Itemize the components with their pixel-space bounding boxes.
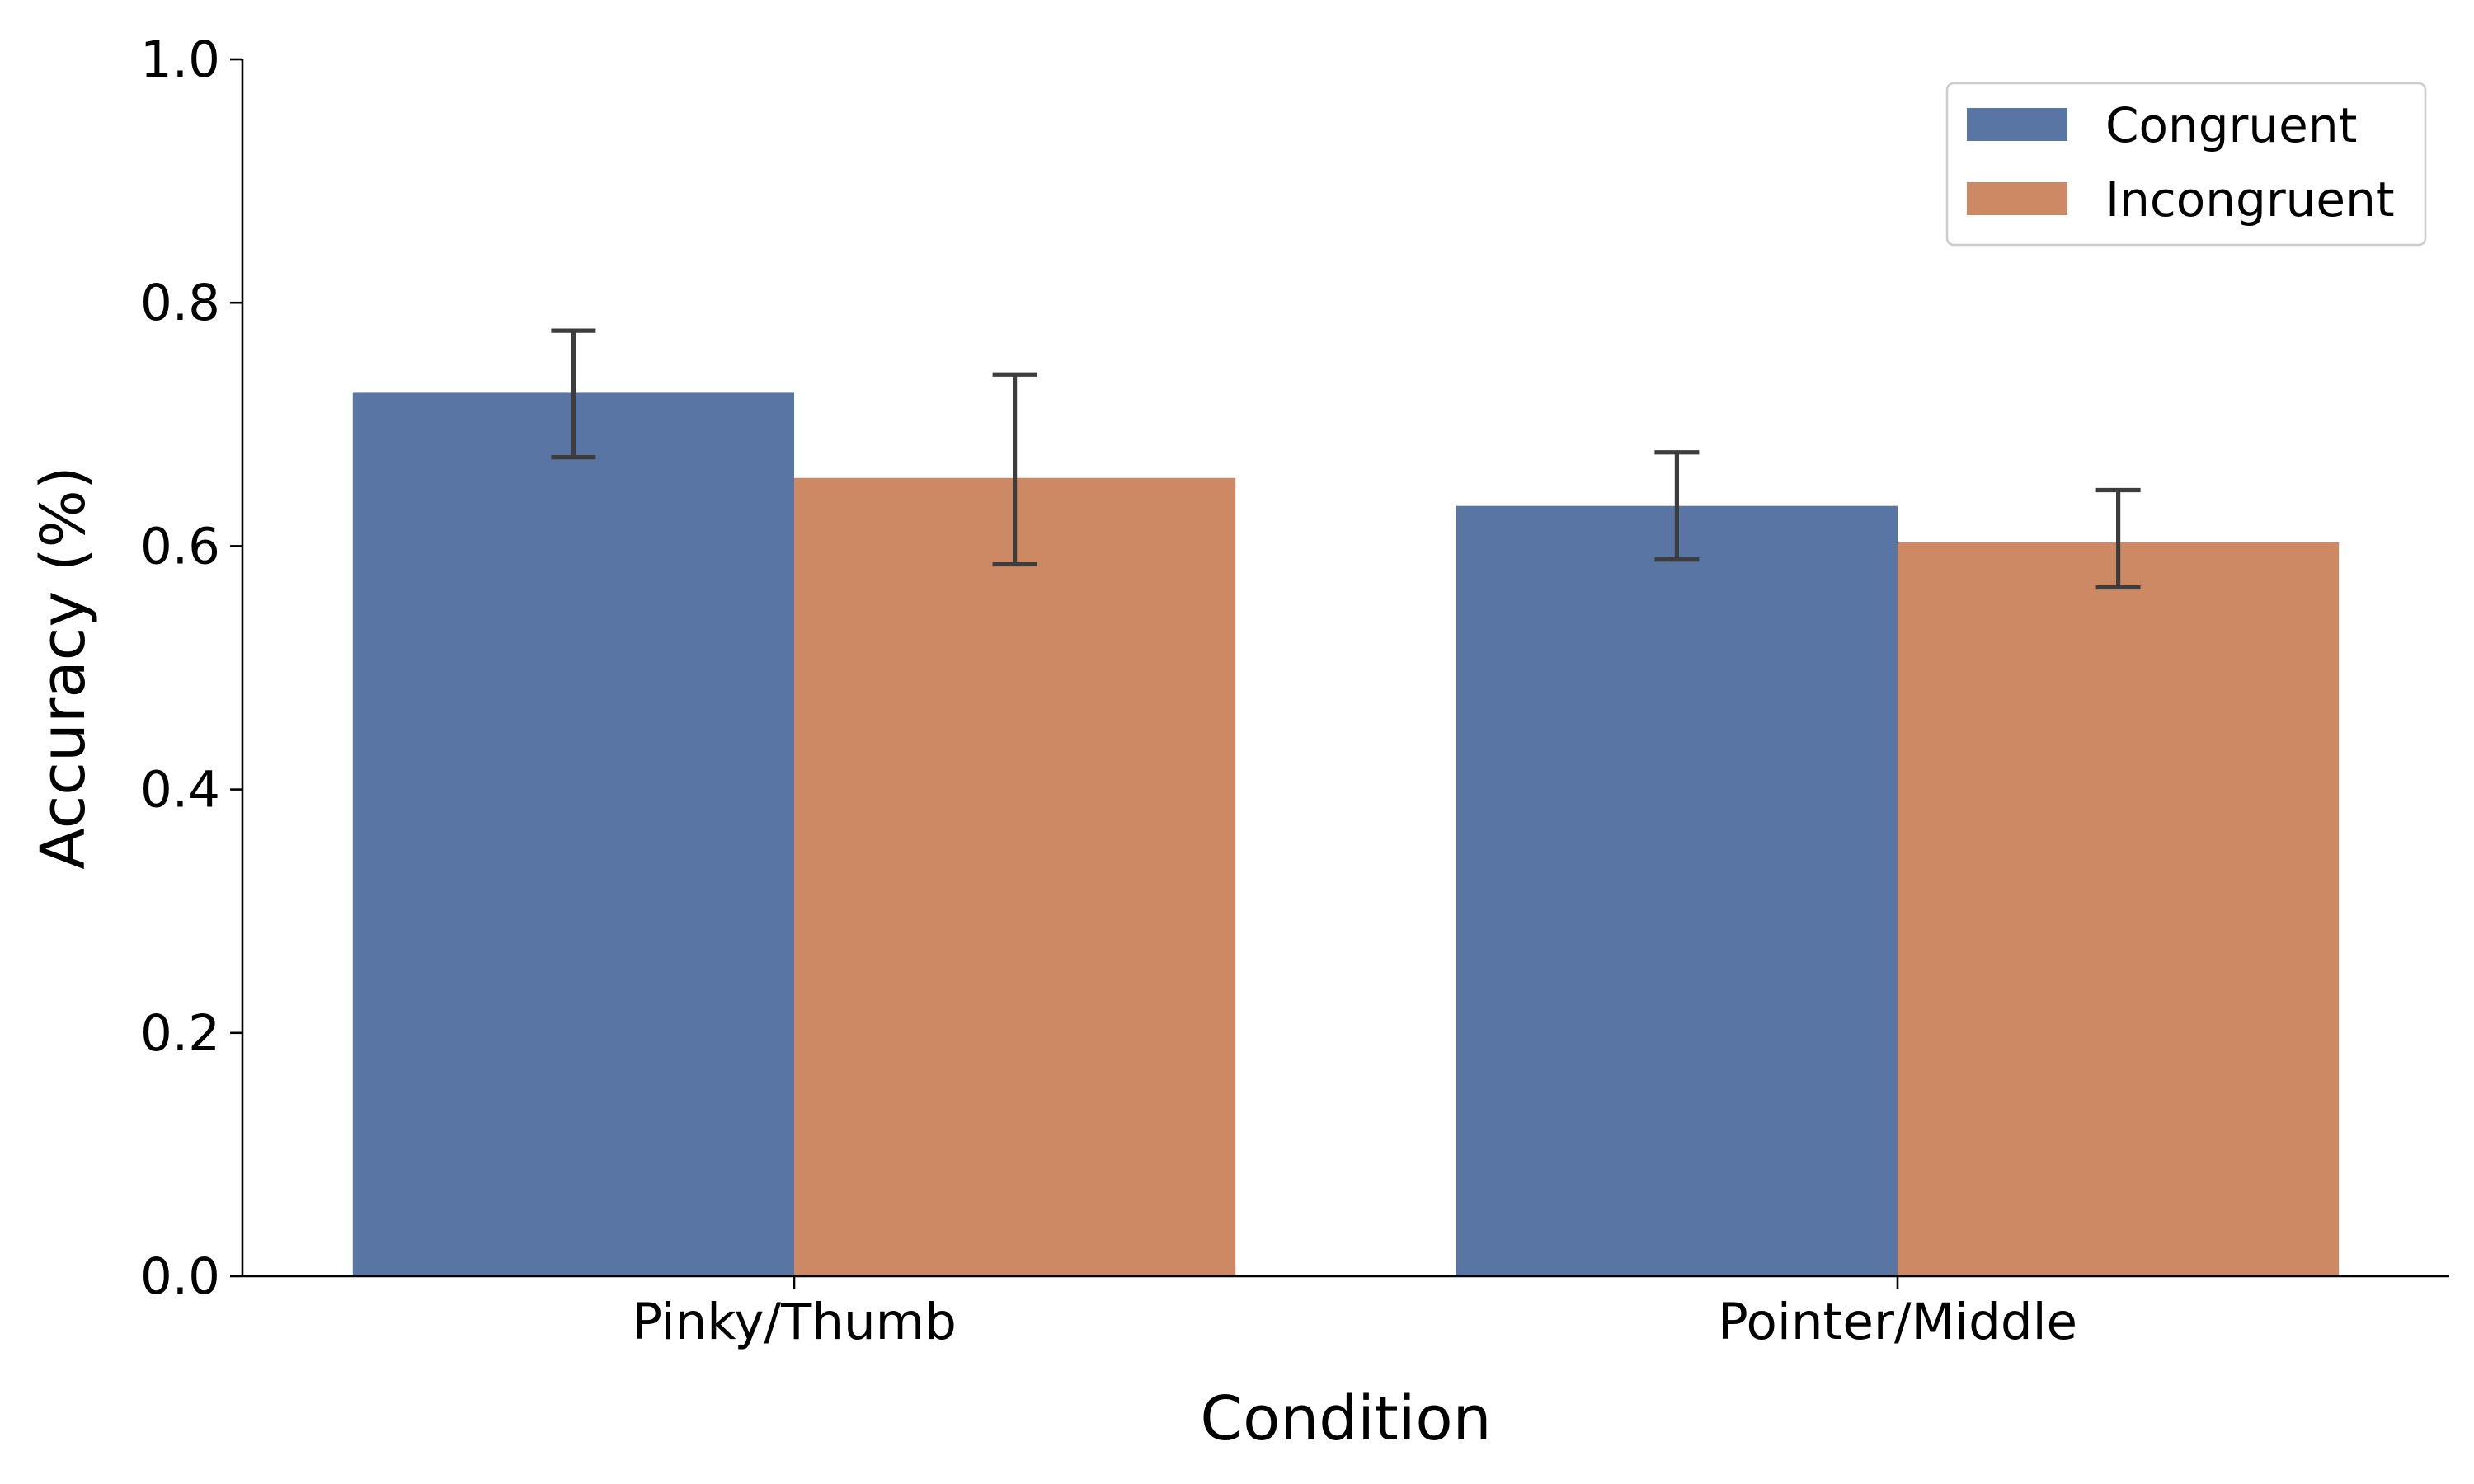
y-tick-label: 0.6 — [140, 517, 220, 575]
bar-incongruent-1 — [1898, 542, 2340, 1276]
bar-congruent-0 — [352, 392, 794, 1276]
y-tick-label: 0.0 — [140, 1247, 220, 1306]
bar-incongruent-0 — [794, 477, 1236, 1276]
y-tick-label: 0.8 — [140, 274, 220, 332]
error-bar-incongruent-0 — [992, 372, 1037, 567]
bar-congruent-1 — [1456, 505, 1898, 1276]
y-tick-label: 1.0 — [140, 31, 220, 89]
axes — [241, 59, 2449, 1278]
legend-swatch — [1967, 182, 2067, 215]
y-tick-label: 0.4 — [140, 761, 220, 819]
error-bar-group — [551, 328, 2141, 590]
legend-swatch — [1967, 108, 2067, 141]
x-tick-label: Pinky/Thumb — [632, 1293, 957, 1351]
error-bar-congruent-0 — [551, 328, 596, 460]
error-bar-incongruent-1 — [2095, 487, 2141, 590]
legend-label: Incongruent — [2105, 171, 2395, 228]
x-axis-title: Condition — [1200, 1383, 1491, 1454]
y-ticks: 0.0 0.2 0.4 0.6 0.8 1.0 — [140, 31, 242, 1306]
legend-item-incongruent: Incongruent — [1967, 171, 2395, 228]
error-bar-congruent-1 — [1654, 450, 1700, 562]
legend: Congruent Incongruent — [1945, 82, 2427, 247]
x-ticks: Pinky/Thumb Pointer/Middle — [632, 1276, 2077, 1351]
bar-group — [352, 392, 2340, 1276]
legend-item-congruent: Congruent — [1967, 97, 2357, 153]
y-tick-label: 0.2 — [140, 1004, 220, 1063]
legend-label: Congruent — [2105, 97, 2357, 153]
x-tick-label: Pointer/Middle — [1718, 1293, 2077, 1351]
y-axis-title: Accuracy (%) — [28, 466, 99, 869]
